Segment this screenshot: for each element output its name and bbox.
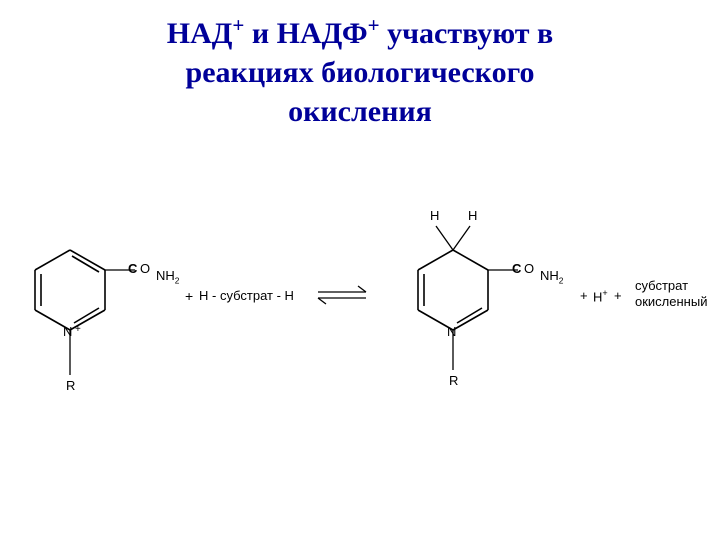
right-H1-label: H — [430, 208, 439, 223]
center-plus: + — [185, 288, 193, 304]
left-NH2-label: NH2 — [156, 268, 179, 286]
plus-right-2: + — [614, 288, 622, 303]
title-sup1: + — [232, 13, 244, 37]
right-C-label: C — [512, 261, 521, 276]
title-mid: и НАДФ — [244, 17, 367, 50]
h-plus: H+ — [593, 288, 608, 304]
title-line2: реакциях биологического — [186, 56, 535, 89]
left-N-label: N — [63, 324, 72, 339]
left-C-label: C — [128, 261, 137, 276]
page-title: НАД+ и НАДФ+ участвуют в реакциях биолог… — [0, 0, 720, 131]
left-R-label: R — [66, 378, 75, 393]
title-sup2: + — [368, 13, 380, 37]
reaction-scheme: N + R C O NH2 + H - субстрат - H H H N R… — [0, 200, 720, 480]
substrate-oxidized: субстрат окисленный — [635, 278, 707, 309]
title-line3: окисления — [288, 95, 432, 128]
equilibrium-arrows-icon — [312, 280, 372, 310]
title-post: участвуют в — [380, 17, 554, 50]
right-N-label: N — [447, 324, 456, 339]
plus-right-1: + — [580, 288, 588, 303]
left-O-label: O — [140, 261, 150, 276]
substrate-reduced: H - субстрат - H — [199, 288, 294, 303]
right-R-label: R — [449, 373, 458, 388]
right-H2-label: H — [468, 208, 477, 223]
right-O-label: O — [524, 261, 534, 276]
left-pyridinium-ring — [5, 220, 175, 410]
left-N-plus: + — [75, 324, 81, 335]
right-NH2-label: NH2 — [540, 268, 563, 286]
right-dihydropyridine-ring — [388, 220, 558, 410]
title-pre: НАД — [167, 17, 233, 50]
